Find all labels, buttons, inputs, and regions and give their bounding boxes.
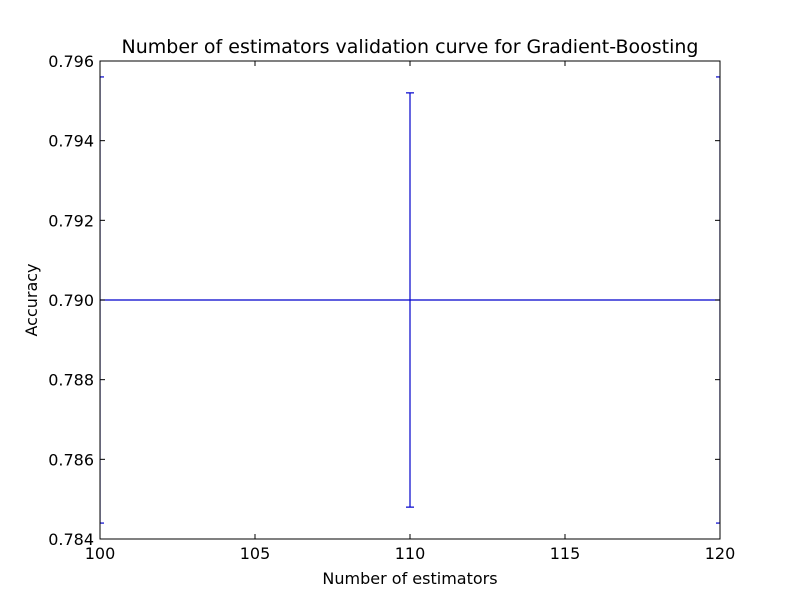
y-tick-label: 0.792: [48, 211, 94, 230]
x-tick-label: 100: [85, 544, 116, 563]
y-tick-label: 0.788: [48, 371, 94, 390]
y-tick-label: 0.784: [48, 530, 94, 549]
chart-title: Number of estimators validation curve fo…: [122, 36, 699, 58]
x-tick-label: 105: [240, 544, 271, 563]
x-tick-label: 120: [705, 544, 736, 563]
x-tick-label: 115: [550, 544, 581, 563]
x-tick-label: 110: [395, 544, 426, 563]
x-axis-label: Number of estimators: [322, 569, 497, 588]
y-tick-label: 0.794: [48, 132, 94, 151]
series-group: [100, 76, 720, 524]
plot-area: 100 105 110 115 120 0.784 0.786 0.788 0.790 0.792…: [48, 52, 735, 563]
y-tick-label: 0.790: [48, 291, 94, 310]
y-tick-label: 0.786: [48, 450, 94, 469]
y-axis-label: Accuracy: [22, 263, 41, 336]
y-tick-label: 0.796: [48, 52, 94, 71]
